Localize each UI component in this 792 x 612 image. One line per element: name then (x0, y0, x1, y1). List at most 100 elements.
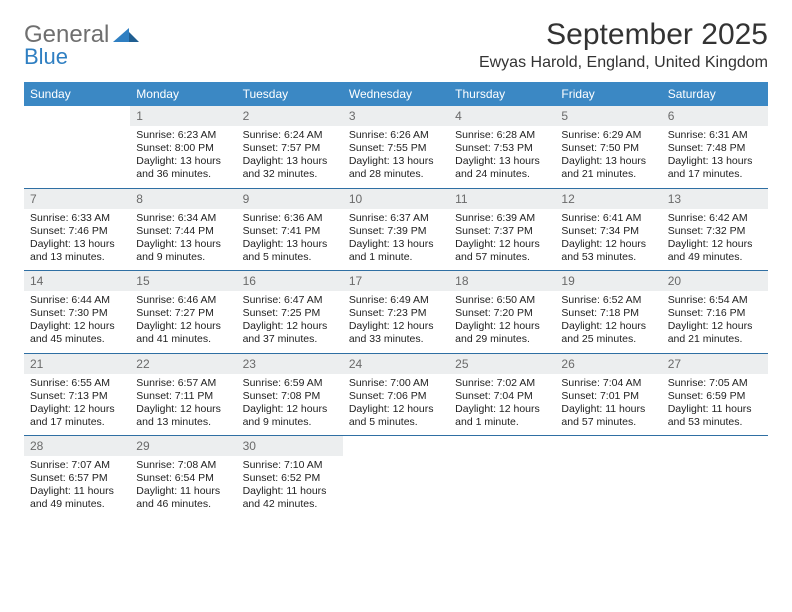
calendar-week: 7Sunrise: 6:33 AMSunset: 7:46 PMDaylight… (24, 189, 768, 272)
sunrise-line: Sunrise: 6:23 AM (136, 129, 230, 142)
daylight-line: Daylight: 13 hours and 24 minutes. (455, 155, 549, 181)
sunrise-line: Sunrise: 6:39 AM (455, 212, 549, 225)
calendar: Sunday Monday Tuesday Wednesday Thursday… (24, 82, 768, 518)
day-number: 26 (555, 354, 661, 374)
daylight-line: Daylight: 12 hours and 49 minutes. (668, 238, 762, 264)
triangle-icon (113, 24, 139, 46)
calendar-week: 1Sunrise: 6:23 AMSunset: 8:00 PMDaylight… (24, 106, 768, 189)
sunrise-line: Sunrise: 6:29 AM (561, 129, 655, 142)
day-number: 8 (130, 189, 236, 209)
logo: General Blue (24, 18, 139, 68)
dow-row: Sunday Monday Tuesday Wednesday Thursday… (24, 82, 768, 106)
day-number: 3 (343, 106, 449, 126)
sunrise-line: Sunrise: 6:50 AM (455, 294, 549, 307)
daylight-line: Daylight: 12 hours and 53 minutes. (561, 238, 655, 264)
sunrise-line: Sunrise: 6:46 AM (136, 294, 230, 307)
sunrise-line: Sunrise: 6:49 AM (349, 294, 443, 307)
sunset-line: Sunset: 7:55 PM (349, 142, 443, 155)
daylight-line: Daylight: 12 hours and 25 minutes. (561, 320, 655, 346)
day-number: 12 (555, 189, 661, 209)
day-number: 29 (130, 436, 236, 456)
dow-monday: Monday (130, 82, 236, 106)
sunset-line: Sunset: 7:30 PM (30, 307, 124, 320)
day-number: 10 (343, 189, 449, 209)
dow-tuesday: Tuesday (237, 82, 343, 106)
dow-thursday: Thursday (449, 82, 555, 106)
header: General Blue September 2025 Ewyas Harold… (24, 18, 768, 72)
sunset-line: Sunset: 7:08 PM (243, 390, 337, 403)
sunrise-line: Sunrise: 6:37 AM (349, 212, 443, 225)
calendar-cell: 23 Sunrise: 6:59 AMSunset: 7:08 PMDayligh… (237, 354, 343, 436)
daylight-line: Daylight: 13 hours and 21 minutes. (561, 155, 655, 181)
sunrise-line: Sunrise: 6:55 AM (30, 377, 124, 390)
sunset-line: Sunset: 7:48 PM (668, 142, 762, 155)
daylight-line: Daylight: 12 hours and 17 minutes. (30, 403, 124, 429)
sunset-line: Sunset: 7:32 PM (668, 225, 762, 238)
sunrise-line: Sunrise: 6:59 AM (243, 377, 337, 390)
sunset-line: Sunset: 7:25 PM (243, 307, 337, 320)
logo-word2: Blue (24, 44, 68, 69)
calendar-week: 21Sunrise: 6:55 AMSunset: 7:13 PMDayligh… (24, 354, 768, 437)
day-number: 19 (555, 271, 661, 291)
sunrise-line: Sunrise: 6:52 AM (561, 294, 655, 307)
sunrise-line: Sunrise: 7:02 AM (455, 377, 549, 390)
sunrise-line: Sunrise: 6:31 AM (668, 129, 762, 142)
calendar-cell: 8Sunrise: 6:34 AMSunset: 7:44 PMDaylight… (130, 189, 236, 271)
logo-text: General Blue (24, 24, 109, 68)
calendar-cell (449, 436, 555, 518)
sunset-line: Sunset: 7:11 PM (136, 390, 230, 403)
sunrise-line: Sunrise: 7:07 AM (30, 459, 124, 472)
calendar-cell: 9Sunrise: 6:36 AMSunset: 7:41 PMDaylight… (237, 189, 343, 271)
calendar-cell (662, 436, 768, 518)
sunrise-line: Sunrise: 6:42 AM (668, 212, 762, 225)
daylight-line: Daylight: 12 hours and 9 minutes. (243, 403, 337, 429)
sunrise-line: Sunrise: 7:10 AM (243, 459, 337, 472)
calendar-cell: 10Sunrise: 6:37 AMSunset: 7:39 PMDayligh… (343, 189, 449, 271)
sunrise-line: Sunrise: 6:26 AM (349, 129, 443, 142)
daylight-line: Daylight: 13 hours and 36 minutes. (136, 155, 230, 181)
daylight-line: Daylight: 12 hours and 45 minutes. (30, 320, 124, 346)
dow-wednesday: Wednesday (343, 82, 449, 106)
sunrise-line: Sunrise: 7:00 AM (349, 377, 443, 390)
sunrise-line: Sunrise: 6:24 AM (243, 129, 337, 142)
sunset-line: Sunset: 7:44 PM (136, 225, 230, 238)
calendar-cell: 2Sunrise: 6:24 AMSunset: 7:57 PMDaylight… (237, 106, 343, 188)
sunset-line: Sunset: 7:34 PM (561, 225, 655, 238)
month-title: September 2025 (479, 18, 768, 52)
sunset-line: Sunset: 6:59 PM (668, 390, 762, 403)
calendar-cell: 27Sunrise: 7:05 AMSunset: 6:59 PMDayligh… (662, 354, 768, 436)
sunset-line: Sunset: 7:27 PM (136, 307, 230, 320)
daylight-line: Daylight: 13 hours and 1 minute. (349, 238, 443, 264)
dow-sunday: Sunday (24, 82, 130, 106)
sunset-line: Sunset: 7:06 PM (349, 390, 443, 403)
sunset-line: Sunset: 7:50 PM (561, 142, 655, 155)
calendar-cell: 28Sunrise: 7:07 AMSunset: 6:57 PMDayligh… (24, 436, 130, 518)
sunrise-line: Sunrise: 6:54 AM (668, 294, 762, 307)
title-block: September 2025 Ewyas Harold, England, Un… (479, 18, 768, 72)
sunrise-line: Sunrise: 6:41 AM (561, 212, 655, 225)
sunrise-line: Sunrise: 7:08 AM (136, 459, 230, 472)
day-number: 30 (237, 436, 343, 456)
daylight-line: Daylight: 11 hours and 53 minutes. (668, 403, 762, 429)
sunset-line: Sunset: 6:54 PM (136, 472, 230, 485)
sunset-line: Sunset: 7:57 PM (243, 142, 337, 155)
calendar-cell: 15Sunrise: 6:46 AMSunset: 7:27 PMDayligh… (130, 271, 236, 353)
sunset-line: Sunset: 7:16 PM (668, 307, 762, 320)
calendar-cell (24, 106, 130, 188)
sunset-line: Sunset: 7:41 PM (243, 225, 337, 238)
sunset-line: Sunset: 7:01 PM (561, 390, 655, 403)
sunset-line: Sunset: 6:52 PM (243, 472, 337, 485)
day-number: 22 (130, 354, 236, 374)
day-number: 14 (24, 271, 130, 291)
calendar-week: 14Sunrise: 6:44 AMSunset: 7:30 PMDayligh… (24, 271, 768, 354)
sunset-line: Sunset: 7:20 PM (455, 307, 549, 320)
daylight-line: Daylight: 12 hours and 5 minutes. (349, 403, 443, 429)
day-number: 23 (237, 354, 343, 374)
daylight-line: Daylight: 13 hours and 9 minutes. (136, 238, 230, 264)
sunrise-line: Sunrise: 6:57 AM (136, 377, 230, 390)
calendar-cell: 3Sunrise: 6:26 AMSunset: 7:55 PMDaylight… (343, 106, 449, 188)
daylight-line: Daylight: 13 hours and 5 minutes. (243, 238, 337, 264)
sunrise-line: Sunrise: 6:33 AM (30, 212, 124, 225)
daylight-line: Daylight: 12 hours and 57 minutes. (455, 238, 549, 264)
day-number: 25 (449, 354, 555, 374)
